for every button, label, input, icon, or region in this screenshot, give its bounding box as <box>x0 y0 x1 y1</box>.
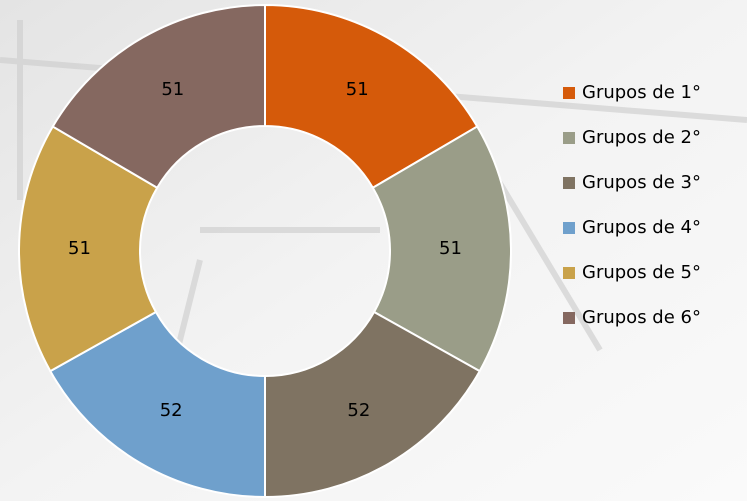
data-label: 51 <box>161 79 184 100</box>
donut-segment <box>18 125 159 373</box>
legend-label: Grupos de 4° <box>582 217 701 238</box>
donut-segment <box>264 3 479 190</box>
donut-segment <box>48 310 266 499</box>
legend-swatch <box>563 267 575 279</box>
legend-swatch <box>563 177 575 189</box>
data-label: 51 <box>439 238 462 259</box>
legend-label: Grupos de 6° <box>582 307 701 328</box>
legend-swatch <box>563 222 575 234</box>
legend-swatch <box>563 312 575 324</box>
data-label: 51 <box>68 238 91 259</box>
legend-swatch <box>563 132 575 144</box>
legend: Grupos de 1° Grupos de 2° Grupos de 3° Grup… <box>563 82 701 328</box>
donut-segment <box>264 310 482 499</box>
donut: 51 51 52 52 51 51 <box>18 3 512 499</box>
donut-segment <box>51 3 266 190</box>
legend-label: Grupos de 5° <box>582 262 701 283</box>
legend-swatch <box>563 87 575 99</box>
legend-label: Grupos de 2° <box>582 127 701 148</box>
legend-label: Grupos de 1° <box>582 82 701 103</box>
legend-label: Grupos de 3° <box>582 172 701 193</box>
data-label: 52 <box>160 400 183 421</box>
donut-segment <box>371 125 512 373</box>
data-label: 52 <box>347 400 370 421</box>
data-label: 51 <box>346 79 369 100</box>
